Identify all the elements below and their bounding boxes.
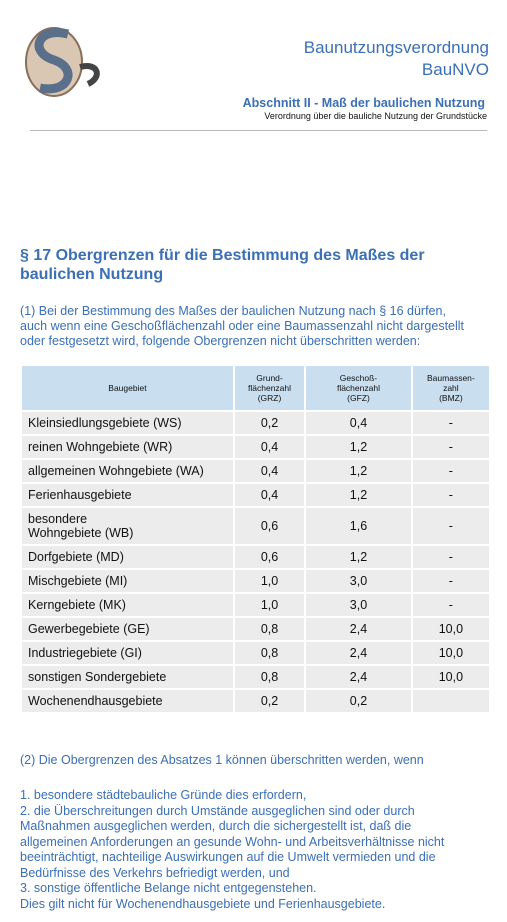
area-cell: allgemeinen Wohngebiete (WA): [22, 460, 233, 482]
value-cell: [412, 690, 489, 712]
value-cell: 0,4: [234, 460, 305, 482]
value-cell: 0,2: [234, 690, 305, 712]
value-cell: 1,2: [306, 484, 411, 506]
value-cell: 0,4: [234, 436, 305, 458]
area-cell: reinen Wohngebiete (WR): [22, 436, 233, 458]
logo: [25, 27, 100, 97]
area-cell: Kleinsiedlungsgebiete (WS): [22, 412, 233, 434]
paragraph: (1) Bei der Bestimmung des Maßes der bau…: [20, 304, 465, 348]
value-cell: 1,2: [306, 460, 411, 482]
value-cell: 2,4: [306, 618, 411, 640]
value-cell: 0,8: [234, 666, 305, 688]
table-row: Industriegebiete (GI) 0,8 2,4 10,0: [22, 642, 489, 664]
value-cell: 3,0: [306, 570, 411, 592]
table-row: reinen Wohngebiete (WR) 0,4 1,2-: [22, 436, 489, 458]
value-cell: 10,0: [412, 642, 489, 664]
value-cell: 0,4: [306, 412, 411, 434]
value-cell: -: [412, 484, 489, 506]
table-row: allgemeinen Wohngebiete (WA) 0,4 1,2-: [22, 460, 489, 482]
column-header: Geschoß- flächenzahl (GFZ): [306, 366, 411, 410]
value-cell: 2,4: [306, 666, 411, 688]
value-cell: 0,6: [234, 546, 305, 568]
list-item: 3. sonstige öffentliche Belange nicht en…: [20, 881, 317, 895]
heading: § 17 Obergrenzen für die Bestimmung des …: [20, 247, 425, 283]
value-cell: 0,2: [234, 412, 305, 434]
value-cell: -: [412, 508, 489, 544]
value-cell: -: [412, 570, 489, 592]
list-item: 1. besondere städtebauliche Gründe dies …: [20, 788, 307, 802]
value-cell: 3,0: [306, 594, 411, 616]
value-cell: 0,4: [234, 484, 305, 506]
value-cell: -: [412, 436, 489, 458]
column-header: Baugebiet: [22, 366, 233, 410]
list-item: Dies gilt nicht für Wochenendhausgebiete…: [20, 896, 386, 911]
area-cell: sonstigen Sondergebiete: [22, 666, 233, 688]
section: Abschnitt II - Maß der baulichen Nutzung: [242, 96, 485, 110]
value-cell: 10,0: [412, 618, 489, 640]
area-cell: Gewerbegebiete (GE): [22, 618, 233, 640]
table-row: Kerngebiete (MK) 1,0 3,0-: [22, 594, 489, 616]
area-cell: Mischgebiete (MI): [22, 570, 233, 592]
table-row: Kleinsiedlungsgebiete (WS) 0,2 0,4-: [22, 412, 489, 434]
table-row: Wochenendhausgebiete 0,2 0,2: [22, 690, 489, 712]
value-cell: 0,8: [234, 642, 305, 664]
list: 1. besondere städtebauliche Gründe dies …: [20, 788, 444, 912]
value-cell: 1,6: [306, 508, 411, 544]
value-cell: 0,8: [234, 618, 305, 640]
table-row: Mischgebiete (MI) 1,0 3,0-: [22, 570, 489, 592]
value-cell: 0,6: [234, 508, 305, 544]
value-cell: 1,2: [306, 436, 411, 458]
table-row: sonstigen Sondergebiete 0,8 2,4 10,0: [22, 666, 489, 688]
table-row: besondere Wohngebiete (WB) 0,6 1,6-: [22, 508, 489, 544]
table-row: Dorfgebiete (MD) 0,6 1,2-: [22, 546, 489, 568]
area-cell: Wochenendhausgebiete: [22, 690, 233, 712]
value-cell: 1,2: [306, 546, 411, 568]
subtitle: Verordnung über die bauliche Nutzung der…: [264, 111, 487, 121]
value-cell: -: [412, 460, 489, 482]
table-row: Gewerbegebiete (GE) 0,8 2,4 10,0: [22, 618, 489, 640]
value-cell: 10,0: [412, 666, 489, 688]
column-header: Grund- flächenzahl (GRZ): [234, 366, 305, 410]
title: Baunutzungsverordnung: [303, 38, 489, 57]
column-header: Baumassen- zahl (BMZ): [412, 366, 489, 410]
area-cell: Industriegebiete (GI): [22, 642, 233, 664]
area-cell: Ferienhausgebiete: [22, 484, 233, 506]
area-cell: besondere Wohngebiete (WB): [22, 508, 233, 544]
value-cell: 2,4: [306, 642, 411, 664]
value-cell: 1,0: [234, 570, 305, 592]
value-cell: -: [412, 412, 489, 434]
value-cell: 0,2: [306, 690, 411, 712]
paragraph: (2) Die Obergrenzen des Absatzes 1 könne…: [20, 753, 424, 767]
short-title: BauNVO: [421, 60, 489, 79]
divider: [30, 130, 487, 131]
value-cell: -: [412, 546, 489, 568]
area-cell: Kerngebiete (MK): [22, 594, 233, 616]
limits-table: Baugebiet Grund- flächenzahl (GRZ) Geschoß…: [20, 364, 491, 714]
value-cell: 1,0: [234, 594, 305, 616]
area-cell: Dorfgebiete (MD): [22, 546, 233, 568]
table-row: Ferienhausgebiete 0,4 1,2-: [22, 484, 489, 506]
list-item: 2. die Überschreitungen durch Umstände a…: [20, 803, 445, 880]
value-cell: -: [412, 594, 489, 616]
